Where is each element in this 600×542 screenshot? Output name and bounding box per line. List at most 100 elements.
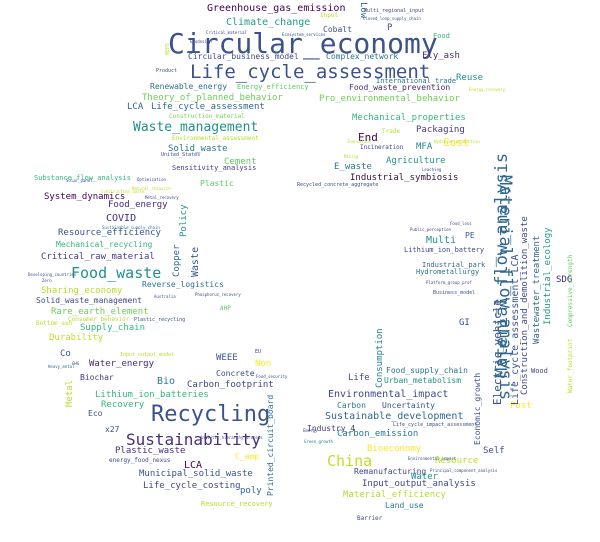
word-cloud-term: Energy_recovery — [469, 87, 506, 92]
word-cloud-term: End — [358, 131, 378, 144]
word-cloud-term: Critical_raw_material — [41, 252, 155, 262]
word-cloud-term: Co — [60, 349, 71, 359]
word-cloud-term: Innovation — [347, 139, 372, 144]
word-cloud-term: Solid_waste_management — [36, 296, 142, 305]
word-cloud-term: Policy — [179, 204, 189, 237]
word-cloud-term: Carbon — [337, 401, 366, 410]
word-cloud-term: Food_energy — [108, 200, 168, 210]
word-cloud-term: Sensitivity_analysis — [172, 164, 257, 172]
word-cloud-term: GI — [459, 318, 470, 328]
word-cloud-term: Input_output_analysis — [362, 479, 476, 489]
word-cloud-term: Reuse — [456, 73, 484, 83]
word-cloud-term: P — [387, 23, 393, 33]
word-cloud-term: Closed_loop_supply_chain — [363, 16, 421, 21]
word-cloud-term: Business_model — [433, 290, 476, 296]
word-cloud-term: Substance_flow_analysis — [34, 174, 131, 182]
word-cloud-term: MFA — [416, 142, 433, 152]
word-cloud-term: Optimization — [137, 177, 166, 182]
word-cloud-term: Platform_group_prof — [426, 280, 472, 285]
word-cloud-term: Trade — [382, 128, 401, 135]
word-cloud-term: Lithium_ion_batteries — [95, 390, 209, 400]
word-cloud-term: Life_cycle_impact_assessment — [393, 422, 478, 428]
word-cloud-term: Municipal_solid_waste — [139, 469, 253, 479]
word-cloud-term: x27 — [105, 425, 120, 434]
word-cloud-term: Cost — [443, 136, 470, 149]
word-cloud-term: Carbon_footprint — [187, 380, 274, 390]
word-cloud-term: Biochar — [80, 373, 114, 382]
word-cloud-term: Self — [483, 446, 505, 456]
word-cloud-term: Metal — [65, 379, 75, 407]
word-cloud-term: Land_use — [385, 501, 424, 510]
word-cloud-term: E_waste — [334, 162, 372, 172]
word-cloud-term: Consumption — [375, 328, 385, 388]
word-cloud-term: Developing_countries — [28, 272, 77, 277]
word-cloud-term: Packaging — [416, 125, 465, 135]
word-cloud-term: Food — [433, 32, 450, 40]
word-cloud-term: Food_waste_prevention — [349, 83, 451, 92]
word-cloud-term: Complex_network — [326, 52, 399, 61]
word-cloud-term: COVID — [106, 213, 137, 224]
word-cloud-term: Greenhouse_gas_emission — [207, 3, 346, 14]
word-cloud-term: China — [327, 452, 373, 470]
word-cloud-term: Ecosystem_services — [282, 32, 326, 37]
word-cloud-term: Life_cycle_assessment — [190, 61, 431, 83]
word-cloud-term: Life_cycle_costing — [143, 481, 241, 491]
word-cloud-term: LCA — [184, 460, 203, 471]
word-cloud-term: International_trade — [376, 77, 457, 85]
word-cloud-term: LCA — [127, 102, 144, 112]
word-cloud-term: Waste — [190, 246, 201, 277]
word-cloud-term: Consumer_behavior — [68, 316, 130, 323]
word-cloud-term: Waste_management — [133, 120, 259, 135]
word-cloud-term: Product — [156, 68, 178, 74]
word-cloud-term: Resource — [435, 456, 479, 466]
word-cloud-term: Public_perception — [410, 227, 451, 232]
word-cloud-term: Circular_economy — [168, 27, 438, 60]
word-cloud-term: Food_waste — [71, 264, 162, 282]
word-cloud-term: Climate_change — [226, 17, 311, 28]
word-cloud-term: Sustainable_development — [325, 411, 464, 422]
word-cloud-term: Concrete — [216, 369, 255, 378]
word-cloud-term: Multi — [426, 235, 457, 246]
word-cloud-term: System_dynamics — [44, 192, 126, 202]
word-cloud-term: Recycling — [151, 402, 271, 427]
word-cloud-term: Cement — [224, 157, 257, 167]
word-cloud-term: Pro_environmental_behavior — [319, 94, 460, 104]
word-cloud-term: Resource_recovery — [201, 500, 273, 508]
word-cloud-term: EU — [255, 349, 262, 355]
word-cloud-term: Rare_earth_element — [51, 307, 149, 317]
word-cloud-term: Life_cycle_assessment — [151, 102, 265, 112]
word-cloud-term: Sustainable_supply_chain — [102, 225, 160, 230]
word-cloud-term: Water_energy — [89, 359, 155, 369]
word-cloud-term: Analytic_hierarchy_process — [200, 435, 263, 440]
word-cloud-term: Construction_and_demolition_waste — [520, 216, 530, 395]
word-cloud-term: Green_growth — [304, 439, 333, 444]
word-cloud-term: Heavy_metal — [48, 364, 75, 369]
word-cloud-term: Mechanical_properties — [352, 113, 466, 123]
word-cloud-term: Material_flow_analysis — [492, 152, 512, 378]
word-cloud-term: Bioeconomy — [367, 444, 422, 454]
word-cloud-term: Remanufacturing — [354, 467, 427, 476]
word-cloud-term: Non — [255, 359, 272, 369]
word-cloud-term: Supply_chain — [80, 323, 146, 333]
word-cloud-term: Water — [411, 472, 439, 482]
word-cloud-term: Wastewater_treatment — [532, 235, 542, 344]
word-cloud-term: energy_food_nexus — [109, 457, 171, 464]
word-cloud-term: Material_efficiency — [343, 490, 446, 500]
word-cloud-term: Construction_material — [169, 113, 245, 120]
word-cloud-term: Eco — [88, 409, 103, 418]
word-cloud-term: Environmental_impact — [328, 389, 449, 400]
word-cloud-term: Plastic — [200, 179, 234, 188]
word-cloud-term: Fly_ash — [422, 51, 460, 61]
word-cloud-term: Critical_material — [206, 30, 247, 35]
word-cloud-term: Cobalt — [323, 25, 352, 34]
word-cloud-term: Resource_efficiency — [58, 228, 161, 238]
word-cloud-term: Emergy — [303, 428, 318, 433]
word-cloud-term: Mechanical_recycling — [56, 240, 153, 249]
word-cloud-term: AHP — [220, 305, 231, 312]
word-cloud-term: Lithium_ion_battery — [404, 246, 485, 254]
word-cloud-term: Barrier — [357, 515, 383, 522]
word-cloud-term: United_States — [161, 152, 201, 158]
word-cloud-term: Plastic_recycling — [134, 317, 186, 323]
word-cloud-term: Hydrogen_production — [434, 139, 480, 144]
